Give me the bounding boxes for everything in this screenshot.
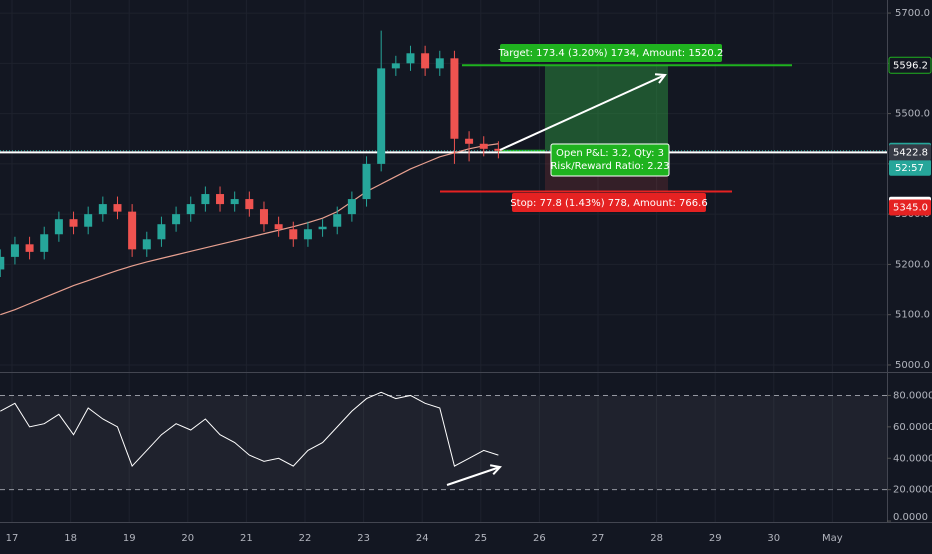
stop-label-box [512, 193, 706, 212]
candle-body [259, 209, 268, 225]
x-tick-label: 30 [767, 533, 780, 544]
candle-body [318, 226, 327, 230]
price-label-box [889, 144, 931, 161]
x-tick-label: 23 [357, 533, 370, 544]
x-tick-label: 19 [123, 533, 136, 544]
x-tick-label: 29 [709, 533, 722, 544]
candle-body [113, 204, 122, 212]
candle-body [450, 58, 459, 139]
candle-body [421, 53, 430, 69]
candle-body [0, 256, 5, 270]
candle-body [435, 58, 444, 69]
candle-body [84, 214, 93, 227]
candle-body [40, 234, 49, 252]
candle-body [54, 219, 63, 235]
candle-body [362, 163, 371, 200]
candle-body [347, 199, 356, 215]
target-label: Target: 173.4 (3.20%) 1734, Amount: 1520… [498, 48, 724, 59]
candle-body [69, 219, 78, 227]
candle-body [216, 194, 225, 205]
candle-body [289, 229, 298, 240]
candle-body [157, 224, 166, 240]
arrow-head [654, 73, 667, 84]
y-tick-label: 5700.0 [895, 8, 930, 19]
y-tick-label: 5200.0 [895, 259, 930, 270]
x-tick-label: 27 [592, 533, 605, 544]
candle-body [245, 199, 254, 210]
x-tick-label: 24 [416, 533, 429, 544]
y-tick-label: 60.0000 [893, 422, 932, 433]
stop-label: Stop: 77.8 (1.43%) 778, Amount: 766.6 [510, 198, 707, 209]
rr-label: Risk/Reward Ratio: 2.23 [550, 161, 669, 172]
x-tick-label: 25 [474, 533, 487, 544]
candle-body [25, 244, 34, 252]
y-tick-label: 5500.0 [895, 109, 930, 120]
x-tick-label: 17 [6, 533, 19, 544]
candle-body [201, 194, 210, 205]
arrow-head [489, 464, 502, 476]
price-label-box [888, 56, 932, 74]
x-tick-label: May [822, 533, 843, 544]
y-tick-label: 80.0000 [893, 390, 932, 401]
candle-body [172, 214, 181, 225]
x-tick-label: 20 [181, 533, 194, 544]
arrow [446, 466, 501, 486]
candle-body [128, 211, 137, 250]
price-label: 5345.0 [893, 203, 928, 214]
price-label: 5596.2 [893, 60, 928, 71]
candle-body [142, 239, 151, 250]
price-label-box [889, 199, 931, 216]
candle-body [465, 138, 474, 144]
profit-zone [545, 65, 668, 151]
candle-body [377, 68, 386, 164]
countdown-box [889, 159, 931, 176]
candle-body [406, 53, 415, 64]
candle-body [494, 148, 503, 151]
candle-body [303, 229, 312, 240]
arrow [499, 74, 666, 151]
x-tick-label: 28 [650, 533, 663, 544]
y-tick-label: 40.0000 [893, 453, 932, 464]
x-tick-label: 22 [299, 533, 312, 544]
candle-body [479, 143, 488, 149]
rsi-band [0, 395, 887, 490]
candle-body [230, 199, 239, 205]
candle-body [10, 244, 19, 257]
pnl-label: Open P&L: 3.2, Qty: 3 [556, 148, 664, 159]
y-tick-label: 5000.0 [895, 360, 930, 371]
target-label-box [500, 44, 722, 62]
countdown: 52:57 [895, 163, 924, 174]
y-tick-label: 5100.0 [895, 310, 930, 321]
candle-body [98, 204, 107, 215]
rsi-line [0, 391, 499, 468]
candle-body [333, 214, 342, 227]
x-tick-label: 18 [64, 533, 77, 544]
y-tick-label: 0.0000 [893, 512, 928, 523]
y-tick-label: 20.0000 [893, 485, 932, 496]
x-tick-label: 21 [240, 533, 253, 544]
x-tick-label: 26 [533, 533, 546, 544]
candle-body [186, 204, 195, 215]
pnl-label-box [550, 143, 670, 177]
moving-average [0, 143, 499, 316]
price-label: 5422.8 [893, 147, 928, 158]
candle-body [274, 224, 283, 230]
candle-body [391, 63, 400, 69]
